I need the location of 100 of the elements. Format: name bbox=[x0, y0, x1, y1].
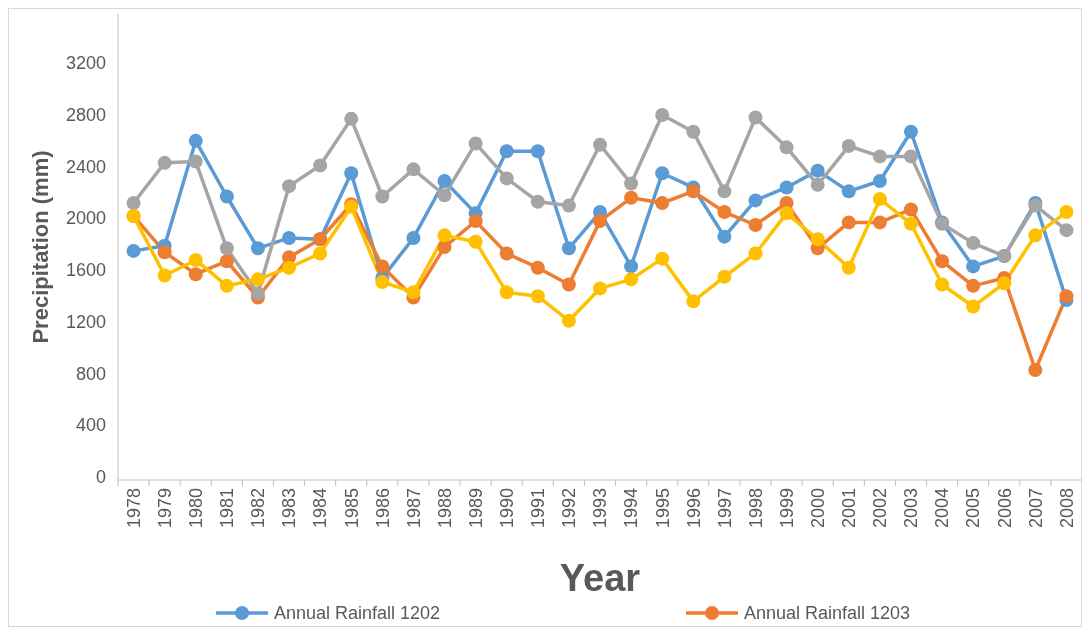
point bbox=[841, 260, 856, 275]
point bbox=[966, 299, 981, 314]
point bbox=[841, 215, 856, 230]
point bbox=[624, 190, 639, 205]
point bbox=[250, 272, 265, 287]
x-tick-label: 1980 bbox=[186, 488, 207, 529]
point bbox=[903, 216, 918, 231]
y-tick-label: 3200 bbox=[65, 53, 106, 74]
point bbox=[872, 173, 887, 188]
y-tick-label: 400 bbox=[75, 415, 106, 436]
point bbox=[841, 184, 856, 199]
point bbox=[561, 277, 576, 292]
x-tick-label: 1996 bbox=[683, 488, 704, 529]
point bbox=[188, 154, 203, 169]
y-tick-label: 1200 bbox=[65, 311, 106, 332]
point bbox=[1059, 223, 1074, 238]
x-tick-label: 1990 bbox=[497, 488, 518, 529]
point bbox=[624, 176, 639, 191]
point bbox=[344, 111, 359, 126]
x-tick-label: 1986 bbox=[372, 488, 393, 529]
point bbox=[624, 272, 639, 287]
point bbox=[561, 198, 576, 213]
point bbox=[219, 278, 234, 293]
point bbox=[997, 276, 1012, 291]
point bbox=[686, 294, 701, 309]
point bbox=[841, 139, 856, 154]
point bbox=[406, 230, 421, 245]
point bbox=[655, 107, 670, 122]
x-tick-label: 2003 bbox=[901, 488, 922, 529]
x-tick-label: 1984 bbox=[310, 488, 331, 529]
x-tick-label: 2001 bbox=[839, 488, 860, 529]
point bbox=[282, 179, 297, 194]
point bbox=[530, 260, 545, 275]
y-tick-label: 1600 bbox=[65, 260, 106, 281]
x-tick-label: 1979 bbox=[154, 488, 175, 529]
point bbox=[686, 124, 701, 139]
legend-label: Annual Rainfall 1202 bbox=[274, 603, 441, 623]
point bbox=[748, 110, 763, 125]
point bbox=[779, 180, 794, 195]
x-tick-label: 1998 bbox=[745, 488, 766, 529]
point bbox=[872, 192, 887, 207]
point bbox=[530, 289, 545, 304]
point bbox=[717, 269, 732, 284]
point bbox=[624, 259, 639, 274]
x-tick-label: 1997 bbox=[714, 488, 735, 529]
point bbox=[468, 214, 483, 229]
point bbox=[903, 202, 918, 217]
point bbox=[375, 189, 390, 204]
x-tick-label: 1994 bbox=[621, 488, 642, 529]
point bbox=[655, 166, 670, 181]
point bbox=[1059, 289, 1074, 304]
point bbox=[748, 246, 763, 261]
x-tick-label: 1982 bbox=[248, 488, 269, 529]
y-axis-title: Precipitation (mm) bbox=[27, 150, 53, 344]
point bbox=[748, 193, 763, 208]
point bbox=[935, 277, 950, 292]
point bbox=[499, 285, 514, 300]
point bbox=[468, 234, 483, 249]
x-tick-label: 1991 bbox=[528, 488, 549, 529]
point bbox=[157, 155, 172, 170]
point bbox=[250, 286, 265, 301]
y-tick-label: 2800 bbox=[65, 104, 106, 125]
point bbox=[593, 281, 607, 296]
point bbox=[313, 158, 328, 173]
y-tick-label: 2400 bbox=[65, 156, 106, 177]
point bbox=[344, 166, 359, 181]
point bbox=[219, 254, 234, 269]
point bbox=[126, 195, 141, 210]
point bbox=[717, 205, 732, 220]
point bbox=[250, 241, 265, 256]
legend-label: Annual Rainfall 1203 bbox=[744, 603, 911, 623]
point bbox=[717, 184, 732, 199]
x-tick-label: 2000 bbox=[807, 488, 828, 529]
point bbox=[872, 215, 887, 230]
point bbox=[1028, 228, 1043, 243]
point bbox=[1028, 362, 1043, 377]
point bbox=[375, 259, 390, 274]
x-tick-label: 2002 bbox=[870, 488, 891, 529]
x-tick-label: 2008 bbox=[1056, 488, 1077, 529]
point bbox=[437, 188, 452, 203]
point bbox=[468, 136, 483, 151]
point bbox=[188, 267, 203, 282]
point bbox=[530, 144, 545, 159]
y-tick-label: 0 bbox=[95, 467, 106, 488]
point bbox=[188, 252, 203, 267]
point bbox=[1059, 205, 1074, 220]
point bbox=[499, 144, 514, 159]
y-tick-label: 800 bbox=[75, 363, 106, 384]
point bbox=[219, 241, 234, 256]
x-axis-title: Year bbox=[559, 557, 641, 599]
point bbox=[935, 254, 950, 269]
point bbox=[748, 217, 763, 232]
point bbox=[810, 163, 825, 178]
point bbox=[188, 133, 203, 148]
point bbox=[593, 137, 607, 152]
point bbox=[219, 189, 234, 204]
point bbox=[966, 236, 981, 251]
x-tick-label: 1993 bbox=[590, 488, 611, 529]
x-tick-label: 2004 bbox=[932, 488, 953, 529]
x-tick-label: 2007 bbox=[1025, 488, 1046, 529]
